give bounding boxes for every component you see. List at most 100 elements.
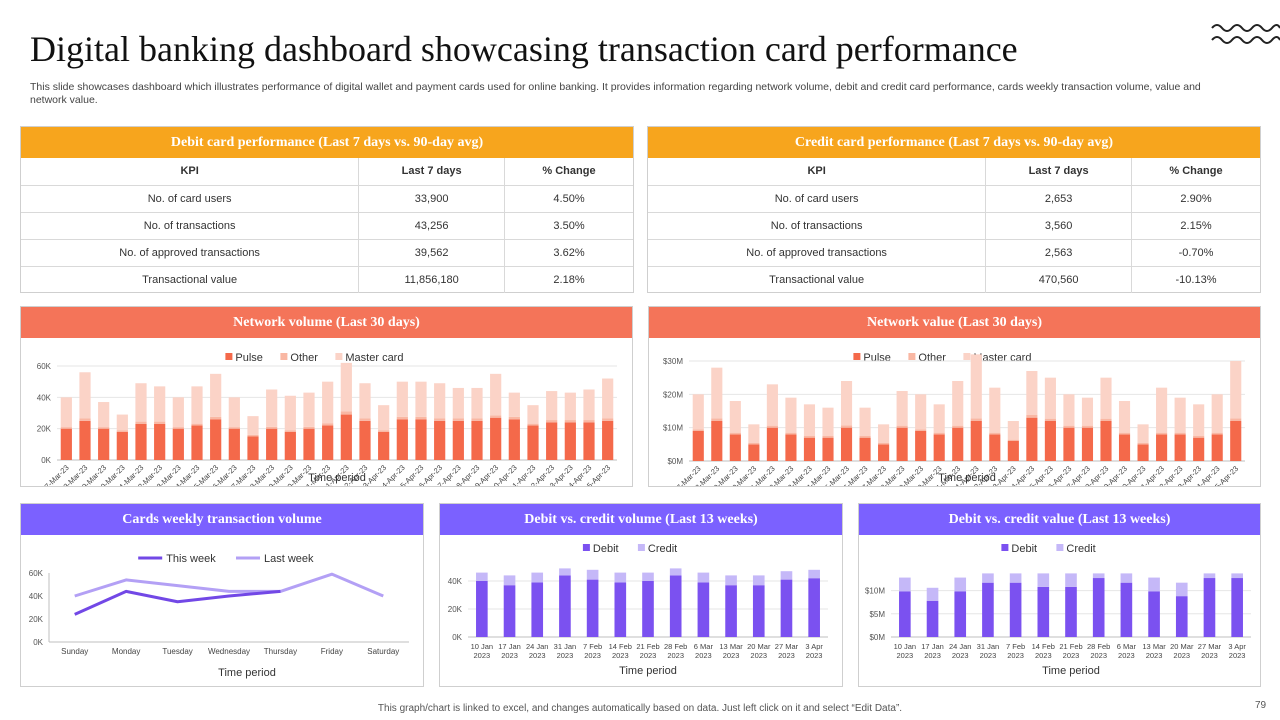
x-tick-label: 2023 [897, 651, 914, 660]
bar-debit [752, 585, 765, 637]
bar-pulse [915, 431, 927, 461]
table-cell: 3.62% [504, 239, 633, 267]
table-cell: No. of card users [21, 185, 360, 213]
debit-performance-panel: Debit card performance (Last 7 days vs. … [20, 126, 634, 293]
x-tick-label: 17 Jan [921, 642, 944, 651]
network-value-title: Network value (Last 30 days) [649, 307, 1260, 338]
y-tick-label: 0K [41, 456, 51, 465]
bar-credit [1231, 573, 1243, 579]
bar-debit [725, 585, 737, 637]
bar-debit [503, 585, 516, 637]
bar-master-card [359, 383, 371, 419]
bar-pulse [1174, 434, 1186, 461]
bar-pulse [933, 434, 945, 461]
bar-master-card [933, 404, 945, 433]
bar-other [1063, 425, 1075, 428]
bar-credit [1120, 573, 1133, 583]
table-row: Transactional value 470,560 -10.13% [648, 266, 1260, 293]
table-row: No. of card users 33,900 4.50% [21, 185, 633, 213]
y-tick-label: 40K [29, 592, 44, 601]
bar-debit [780, 579, 793, 637]
bar-debit [1120, 582, 1133, 637]
legend-label: Debit [593, 543, 619, 555]
x-tick-label: 2023 [750, 651, 767, 660]
bar-credit [1175, 582, 1188, 597]
x-tick-label: 2023 [1007, 651, 1024, 660]
bar-master-card [154, 386, 166, 422]
bar-debit [1203, 578, 1216, 637]
bar-master-card [490, 373, 502, 416]
x-tick-label: Friday [321, 647, 343, 656]
x-axis-title: Time period [218, 667, 276, 679]
bar-other [210, 416, 222, 420]
x-tick-label: 2023 [1229, 651, 1246, 660]
bar-master-card [766, 384, 778, 426]
page-number: 79 [1255, 700, 1267, 711]
table-cell: No. of transactions [21, 212, 360, 240]
bar-pulse [1156, 434, 1168, 461]
table-cell: 11,856,180 [358, 266, 506, 293]
bar-pulse [378, 431, 390, 460]
bar-master-card [60, 397, 72, 428]
x-tick-label: 14 Feb [1032, 642, 1055, 651]
table-cell: No. of approved transactions [648, 239, 987, 267]
network-volume-chart: Pulse Other Master card0K20K40K60K17-Mar-2… [37, 352, 617, 494]
bar-other [98, 427, 110, 429]
bar-pulse [803, 437, 816, 461]
bar-credit [614, 572, 627, 583]
table-cell: Transactional value [648, 266, 987, 293]
legend-label: Last week [264, 553, 314, 565]
x-tick-label: Tuesday [162, 647, 192, 656]
legend-swatch [225, 353, 233, 360]
table-cell: 33,900 [358, 185, 506, 213]
weekly-volume-title: Cards weekly transaction volume [21, 504, 423, 535]
bar-other [322, 423, 334, 426]
debit-credit-value-panel: Debit vs. credit value (Last 13 weeks) D… [858, 503, 1261, 687]
bar-credit [1148, 577, 1160, 592]
y-tick-label: $30M [663, 357, 683, 366]
table-row: No. of transactions 43,256 3.50% [21, 212, 633, 240]
x-tick-label: 6 Mar [694, 642, 714, 651]
legend-label: Pulse [863, 352, 891, 364]
bar-pulse [452, 420, 464, 460]
bar-pulse [822, 437, 834, 461]
bar-credit [697, 572, 710, 583]
bar-master-card [172, 397, 184, 428]
bar-debit [559, 575, 571, 637]
table-row: No. of card users 2,653 2.90% [648, 185, 1260, 213]
bar-master-card [396, 381, 408, 417]
table-header-row: KPI Last 7 days % Change [21, 158, 633, 186]
bar-credit [1065, 573, 1077, 587]
bar-other [1026, 415, 1038, 418]
bar-master-card [692, 394, 704, 430]
bar-debit [476, 581, 488, 637]
bar-other [415, 416, 427, 420]
wave-logo-icon [1211, 24, 1280, 44]
bar-credit [1037, 573, 1050, 587]
y-tick-label: $10M [663, 424, 683, 433]
column-header: KPI [21, 158, 360, 186]
bar-pulse [60, 428, 72, 460]
bar-pulse [490, 417, 502, 460]
bar-master-card [322, 381, 334, 424]
network-value-chart: Pulse Other Master card$0M$10M$20M$30M17-M… [663, 352, 1245, 495]
x-tick-label: 20 Mar [1170, 642, 1194, 651]
bar-other [1137, 443, 1149, 445]
bar-master-card [135, 383, 147, 422]
x-tick-label: 17 Jan [498, 642, 521, 651]
bar-other [970, 418, 982, 421]
x-axis-title: Time period [938, 472, 996, 484]
y-tick-label: 20K [448, 605, 463, 614]
legend-label: Pulse [235, 352, 263, 364]
legend-swatch [280, 353, 288, 360]
bar-other [952, 425, 964, 428]
bar-master-card [98, 402, 110, 428]
x-axis-title: Time period [619, 665, 677, 677]
bar-other [116, 430, 128, 432]
bar-pulse [952, 427, 964, 461]
bar-debit [1009, 582, 1022, 637]
y-tick-label: $0M [869, 633, 885, 642]
table-cell: -0.70% [1131, 239, 1260, 267]
bar-debit [531, 582, 544, 637]
